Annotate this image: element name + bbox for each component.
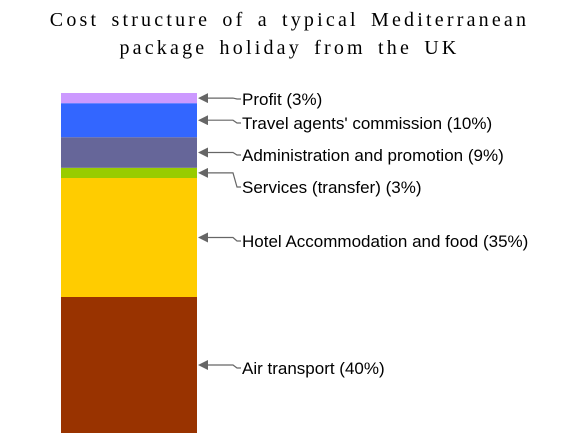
bar-segment-administration-and-promotion: [61, 137, 197, 168]
arrow-profit: [198, 93, 241, 104]
bar-segment-air-transport: [61, 297, 197, 433]
chart-title: Cost structure of a typical Mediterranea…: [0, 6, 579, 62]
chart-title-line-2: package holiday from the UK: [119, 37, 460, 59]
bar-segment-travel-agents-commission: [61, 103, 197, 138]
label-travel-agents-commission: Travel agents' commission (10%): [242, 114, 492, 133]
label-administration-and-promotion: Administration and promotion (9%): [242, 146, 504, 165]
arrow-hotel-accommodation-and-food: [198, 232, 241, 243]
bar-segment-profit: [61, 93, 197, 104]
arrow-services-transfer: [198, 167, 241, 188]
label-air-transport: Air transport (40%): [242, 359, 385, 378]
segment-annotations: Air transport (40%) Hotel Accommodation a…: [198, 90, 528, 378]
arrow-travel-agents-commission: [198, 115, 241, 126]
label-services-transfer: Services (transfer) (3%): [242, 178, 421, 197]
label-profit: Profit (3%): [242, 90, 322, 109]
label-hotel-accommodation-and-food: Hotel Accommodation and food (35%): [242, 232, 528, 251]
bar-segment-hotel-accommodation-and-food: [61, 178, 197, 297]
bar-segment-services-transfer: [61, 167, 197, 178]
arrow-administration-and-promotion: [198, 147, 241, 158]
chart-title-line-1: Cost structure of a typical Mediterranea…: [49, 9, 530, 31]
bar-segments: [61, 93, 197, 433]
arrow-air-transport: [198, 360, 241, 370]
